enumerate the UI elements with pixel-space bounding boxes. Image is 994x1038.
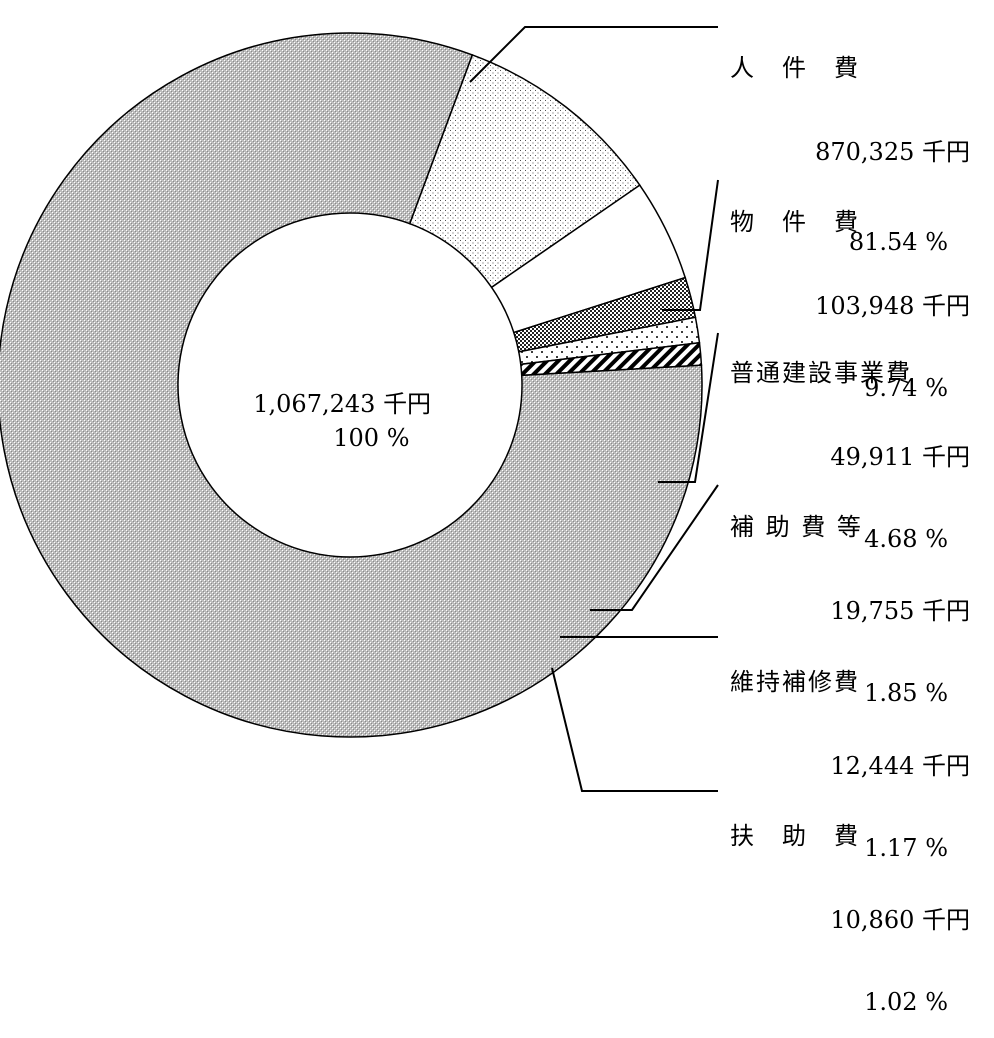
- slice-amount: 19,755: [830, 597, 915, 625]
- total-amount: 1,067,243: [253, 390, 376, 418]
- slice-label: 普通建設事業費: [730, 359, 912, 387]
- total-unit: 千円: [383, 390, 432, 418]
- leader-personnel: [469, 26, 718, 83]
- slice-unit: 千円: [922, 752, 970, 780]
- legend-label-personnel: 人 件 費 870,325 千円 81.54 %: [730, 8, 970, 278]
- total-label: 1,067,243 千円: [238, 356, 431, 419]
- slice-personnel: [0, 32, 703, 738]
- slice-percent: 4.68 %: [864, 525, 948, 553]
- slice-label: 維持補修費: [730, 668, 860, 696]
- slice-label: 補 助 費 等: [730, 513, 863, 541]
- leader-assistance: [551, 667, 718, 792]
- slice-amount: 12,444: [830, 752, 915, 780]
- slice-unit: 千円: [922, 443, 970, 471]
- leader-construction: [658, 332, 719, 483]
- slice-amount: 10,860: [830, 906, 915, 934]
- donut-chart: [0, 26, 719, 792]
- legend-label-assistance: 扶 助 費 10,860 千円 1.02 %: [730, 776, 970, 1038]
- slice-percent: 81.54 %: [848, 228, 948, 256]
- total-percent-label: 100 %: [318, 396, 410, 452]
- slice-label: 扶 助 費: [730, 822, 860, 850]
- legend-label-subsidies: 補 助 費 等 19,755 千円 1.85 %: [730, 467, 970, 729]
- slice-percent: 9.74 %: [864, 374, 948, 402]
- slice-amount: 870,325: [815, 138, 915, 166]
- slice-amount: 103,948: [815, 292, 915, 320]
- total-percent: 100 %: [333, 424, 410, 452]
- slice-percent: 1.02 %: [864, 988, 948, 1016]
- leader-subsidies: [590, 484, 719, 611]
- slice-unit: 千円: [922, 597, 970, 625]
- slice-unit: 千円: [922, 906, 970, 934]
- legend-label-construction: 普通建設事業費 49,911 千円 4.68 %: [730, 313, 970, 575]
- legend-label-supplies: 物 件 費 103,948 千円 9.74 %: [730, 162, 970, 424]
- slice-unit: 千円: [922, 138, 970, 166]
- slice-percent: 1.17 %: [864, 834, 948, 862]
- slice-label: 物 件 費: [730, 208, 860, 236]
- slice-amount: 49,911: [830, 443, 915, 471]
- legend-label-maintenance: 維持補修費 12,444 千円 1.17 %: [730, 622, 970, 884]
- slice-percent: 1.85 %: [864, 679, 948, 707]
- slice-assistance: [519, 341, 703, 377]
- slice-label: 人 件 費: [730, 54, 860, 82]
- leader-supplies: [662, 179, 719, 311]
- slice-unit: 千円: [922, 292, 970, 320]
